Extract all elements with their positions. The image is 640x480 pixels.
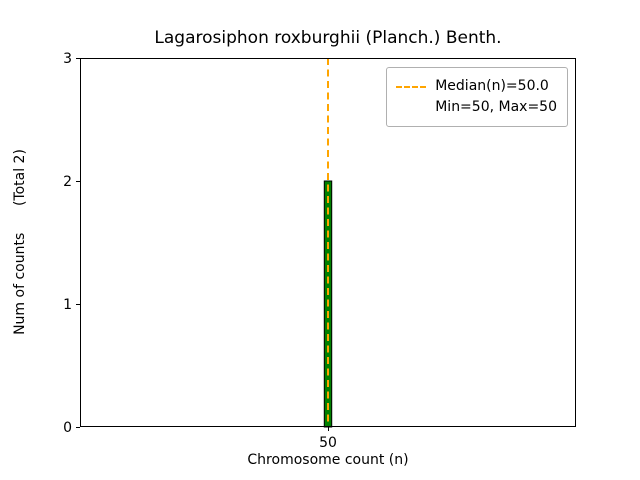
legend: Median(n)=50.0 Min=50, Max=50 xyxy=(386,67,568,127)
chart-title: Lagarosiphon roxburghii (Planch.) Benth. xyxy=(154,28,502,48)
y-tick-label: 0 xyxy=(63,420,72,436)
legend-label-minmax: Min=50, Max=50 xyxy=(435,99,557,115)
y-tick-label: 2 xyxy=(63,174,72,190)
legend-entry-minmax: Min=50, Max=50 xyxy=(396,97,557,118)
legend-label-median: Median(n)=50.0 xyxy=(435,78,549,94)
y-tick-label: 3 xyxy=(63,51,72,67)
x-axis-label: Chromosome count (n) xyxy=(247,452,409,468)
y-tick-label: 1 xyxy=(63,297,72,313)
legend-entry-median: Median(n)=50.0 xyxy=(396,76,557,97)
y-axis-label: Num of counts (Total 2) xyxy=(12,149,28,335)
median-dashed-line-sample xyxy=(396,85,427,88)
axes-frame xyxy=(80,58,576,427)
x-tick-label: 50 xyxy=(319,435,337,451)
